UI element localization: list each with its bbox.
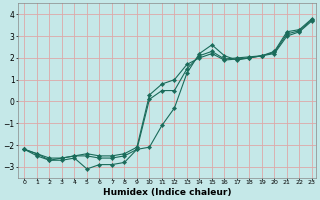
X-axis label: Humidex (Indice chaleur): Humidex (Indice chaleur) (103, 188, 231, 197)
